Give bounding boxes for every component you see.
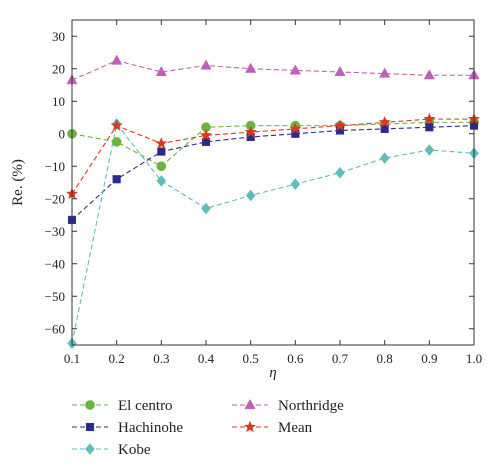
plot-frame [71,19,475,346]
data-point-northridge [289,64,301,75]
data-point-northridge [379,67,391,78]
legend-item-hachinohe: Hachinohe [72,420,183,436]
data-point-el-centro [156,161,167,172]
legend-label: Northridge [278,398,344,414]
y-tick-label: 30 [52,29,65,44]
data-point-mean [110,119,123,131]
y-tick-label: 10 [52,94,65,109]
data-point-northridge [200,59,212,70]
y-tick-label: −40 [45,256,65,271]
data-point-mean [423,112,436,125]
legend-item-kobe: Kobe [72,442,151,458]
data-point-northridge [155,65,167,77]
legend-marker-hachinohe [85,422,95,432]
series-line-mean [71,118,474,195]
series-line-kobe [71,122,475,344]
legend-item-mean: Mean [232,420,313,436]
y-tick-label: 0 [59,126,66,141]
data-point-kobe [201,202,211,215]
y-tick-label: −30 [45,224,65,239]
data-point-mean [378,115,391,128]
y-tick-label: −20 [45,191,65,206]
data-point-kobe [424,144,435,156]
series-line-el-centro [71,121,474,167]
legend-marker-northridge [244,398,256,410]
axis-ticks [71,20,475,345]
legend-label: Kobe [118,442,151,458]
legend-marker-mean [243,420,257,433]
data-point-northridge [245,62,257,73]
x-tick-label: 0.4 [198,351,215,366]
series-line-northridge [71,60,474,81]
series-mean [65,112,481,200]
data-point-hachinohe [425,123,434,132]
data-point-mean [199,128,213,141]
legend-label: Hachinohe [118,420,183,436]
legend-item-northridge: Northridge [232,398,344,414]
y-tick-label: −10 [45,159,65,174]
data-point-mean [244,125,257,138]
series-northridge [66,54,480,85]
x-tick-label: 0.9 [421,351,437,366]
x-tick-label: 0.8 [377,351,393,366]
y-tick-label: −50 [45,289,65,304]
data-point-hachinohe [157,147,166,156]
series-el-centro [67,117,479,172]
data-point-mean [289,122,302,135]
y-tick-label: 20 [52,61,65,76]
x-tick-label: 0.6 [287,351,304,366]
y-axis-title: Re. (%) [10,159,26,206]
x-tick-label: 0.5 [243,351,259,366]
series-group [65,54,481,350]
legend-label: El centro [118,398,173,414]
data-point-kobe [379,152,390,165]
data-point-northridge [334,65,346,77]
data-point-northridge [423,69,435,80]
tick-labels: 0.1 0.2 0.3 0.4 0.5 0.6 0.7 0.8 0.9 1.0 30 20 10 0 −10… [45,29,482,366]
x-tick-label: 0.1 [64,351,80,366]
legend: El centro Hachinohe Kobe Northridge Mean [72,398,344,458]
x-tick-label: 0.7 [332,351,349,366]
legend-marker-el-centro [85,400,95,410]
y-tick-label: −60 [45,321,65,336]
legend-item-el-centro: El centro [72,398,173,414]
data-point-kobe [290,178,301,191]
series-line-hachinohe [71,125,475,221]
data-point-northridge [111,54,123,65]
x-tick-label: 1.0 [466,351,482,366]
series-kobe [67,118,479,350]
series-hachinohe [67,121,479,224]
legend-label: Mean [278,420,313,436]
x-axis-title: η [269,365,276,381]
data-point-hachinohe [112,175,121,184]
data-point-el-centro [111,137,122,147]
data-point-mean [155,136,168,149]
data-point-kobe [335,166,345,179]
data-point-kobe [245,189,256,202]
x-tick-label: 0.3 [153,351,169,366]
data-point-mean [333,119,347,131]
x-tick-label: 0.2 [109,351,125,366]
data-point-kobe [156,174,167,187]
legend-marker-kobe [85,443,95,455]
